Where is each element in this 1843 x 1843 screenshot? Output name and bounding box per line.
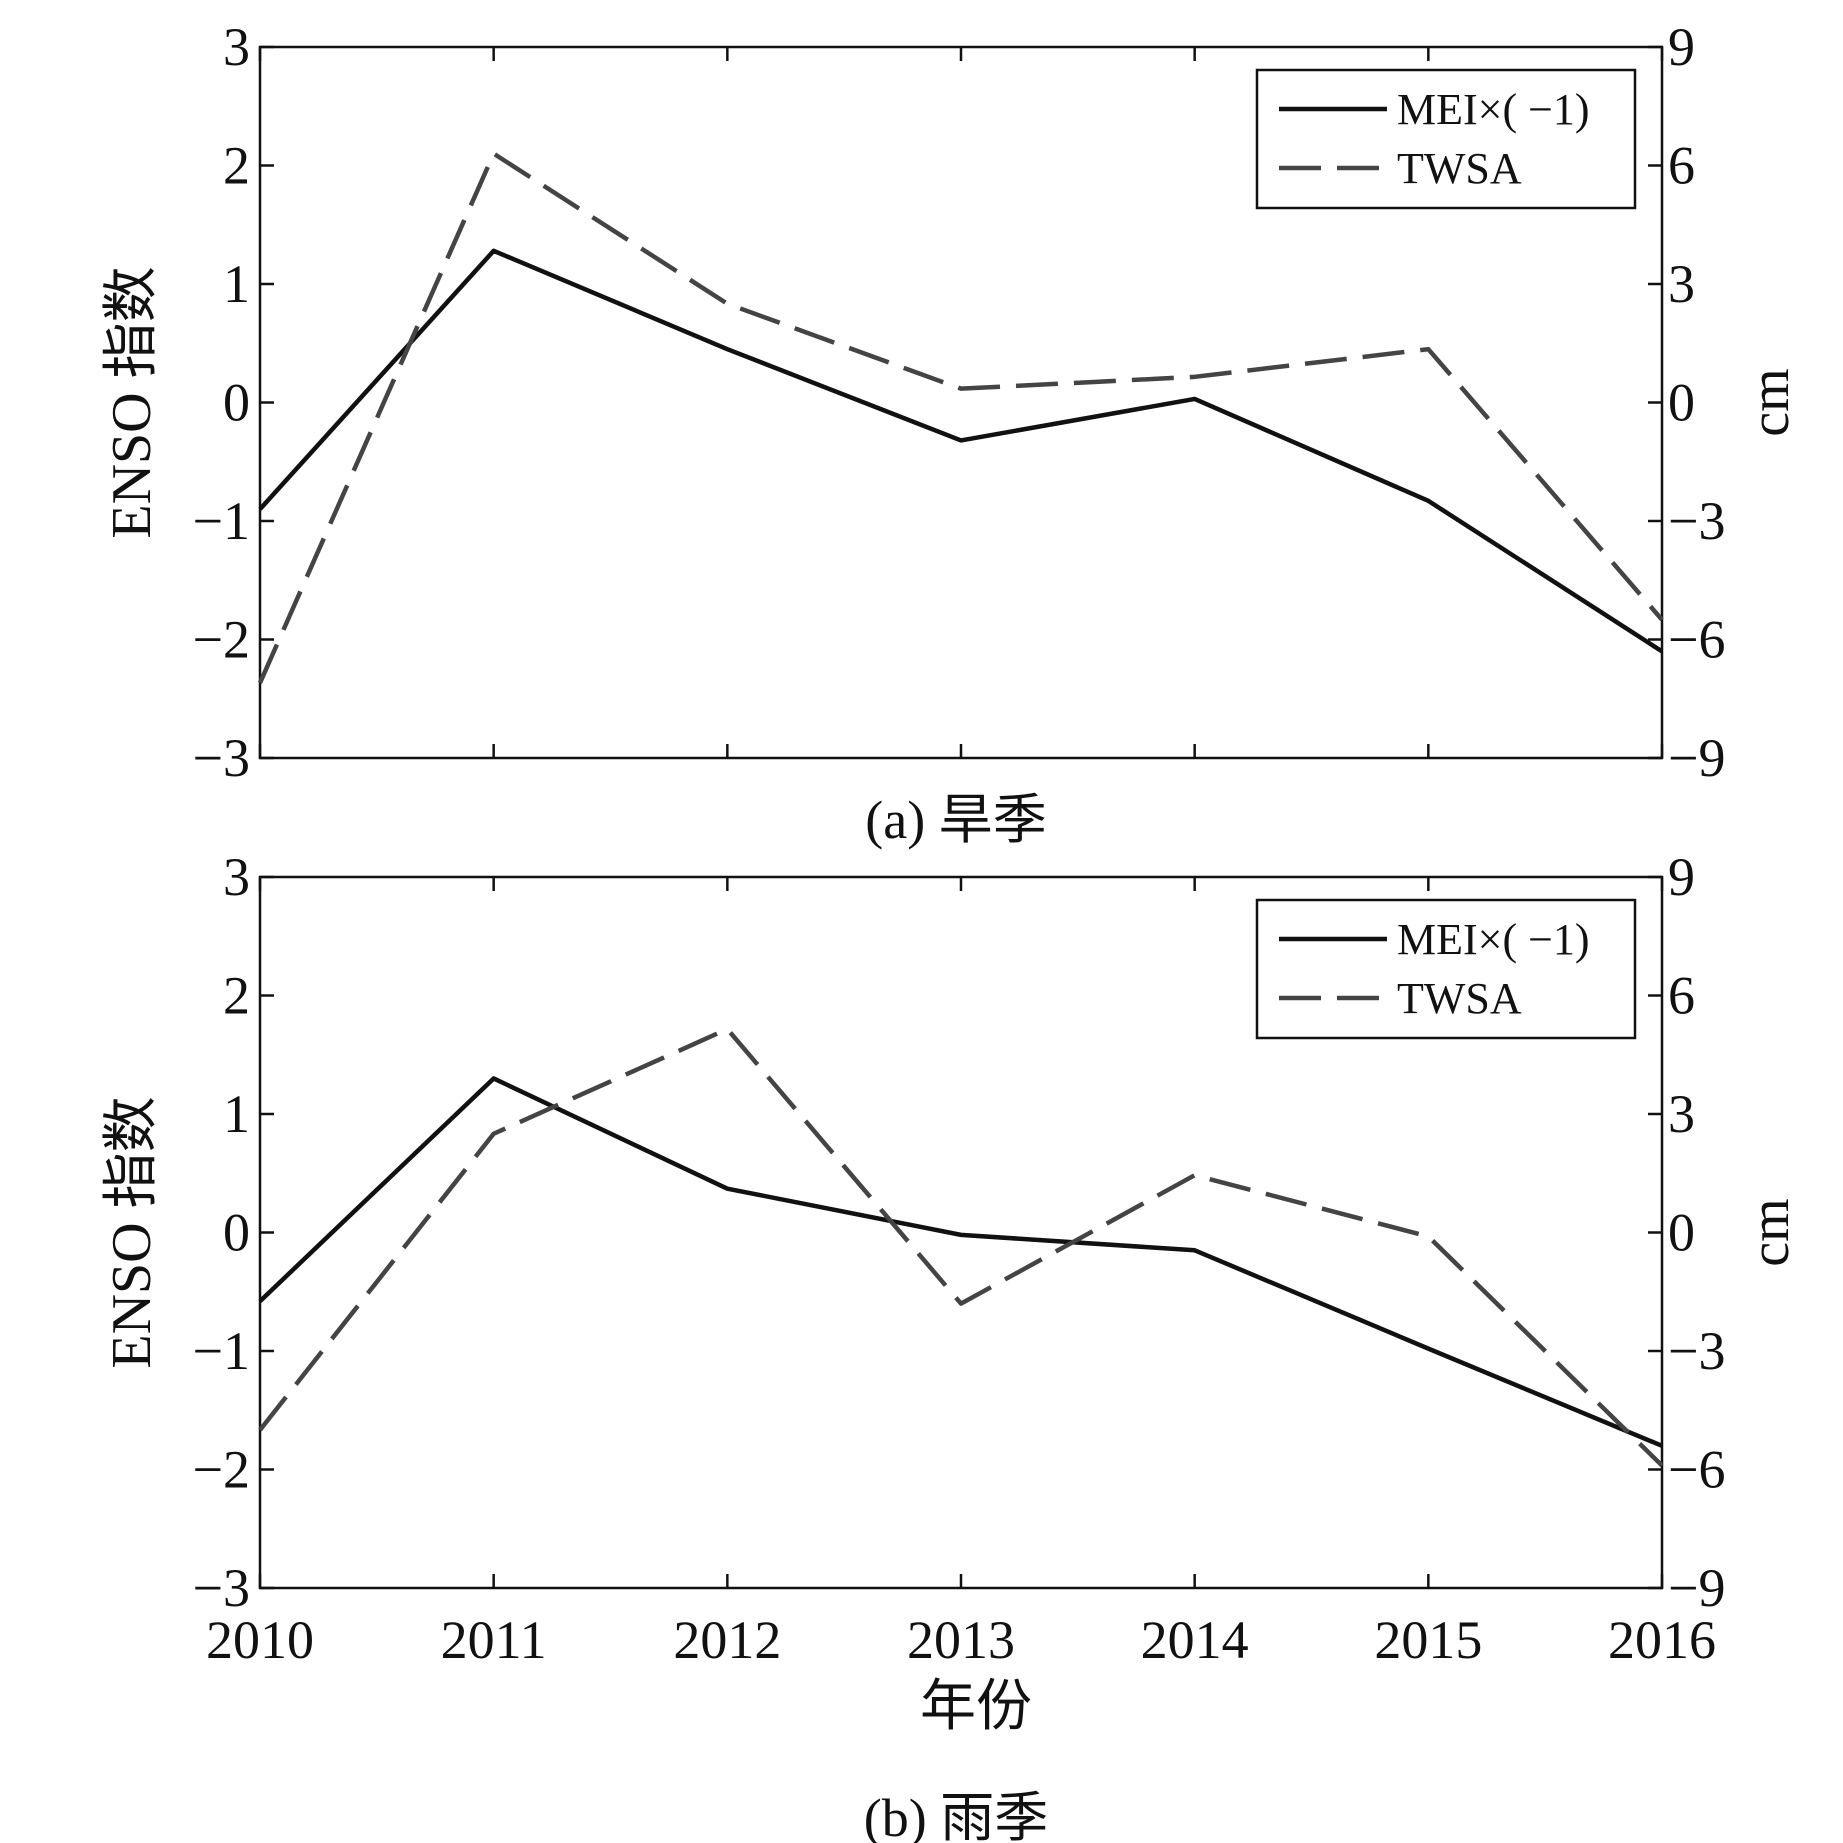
x-tick-label: 2011 (441, 1610, 547, 1670)
mei-data-point (725, 347, 729, 351)
left-y-tick-label: −3 (193, 728, 250, 788)
legend-box (1255, 898, 1637, 1040)
left-y-tick-label: −3 (193, 1558, 250, 1618)
legend-label: TWSA (1397, 974, 1522, 1023)
mei-data-point (1660, 649, 1664, 653)
mei-data-point (258, 507, 262, 511)
right-y-tick-label: 3 (1668, 1084, 1695, 1144)
left-y-tick-label: 0 (223, 373, 250, 433)
twsa-data-point (258, 1428, 262, 1432)
twsa-data-point (1193, 375, 1197, 379)
right-y-tick-label: 6 (1668, 136, 1695, 196)
mei-data-point (1193, 1248, 1197, 1252)
mei-data-point (1426, 1347, 1430, 1351)
twsa-data-point (1426, 1234, 1430, 1238)
left-y-tick-label: −1 (193, 1321, 250, 1381)
right-y-tick-label: −9 (1668, 728, 1725, 788)
right-y-tick-label: −6 (1668, 610, 1725, 670)
left-y-tick-label: 1 (223, 1084, 250, 1144)
left-y-tick-label: −2 (193, 610, 250, 670)
right-y-tick-label: 3 (1668, 254, 1695, 314)
panel-caption: (a) 旱季 (865, 790, 1046, 850)
legend-box (1255, 68, 1637, 210)
x-tick-label: 2012 (673, 1610, 781, 1670)
x-tick-label: 2013 (907, 1610, 1015, 1670)
mei-data-point (1193, 397, 1197, 401)
legend-label: MEI×( −1) (1397, 85, 1590, 134)
mei-data-point (1426, 499, 1430, 503)
twsa-data-point (725, 1027, 729, 1031)
twsa-data-point (258, 681, 262, 685)
twsa-data-point (492, 1132, 496, 1136)
right-y-tick-label: 9 (1668, 847, 1695, 907)
left-y-axis-title: ENSO 指数 (101, 266, 163, 538)
twsa-data-point (1193, 1173, 1197, 1177)
twsa-series-line (258, 1026, 1664, 1468)
mei-data-point (1660, 1444, 1664, 1448)
mei-series-line (258, 248, 1664, 654)
mei-data-point (492, 249, 496, 253)
twsa-data-point (1660, 1464, 1664, 1468)
left-y-tick-label: −2 (193, 1440, 250, 1500)
right-y-axis-title: cm (1739, 1198, 1801, 1266)
left-y-tick-label: 1 (223, 254, 250, 314)
left-y-tick-label: 3 (223, 847, 250, 907)
right-y-tick-label: −9 (1668, 1558, 1725, 1618)
twsa-data-point (959, 1302, 963, 1306)
mei-data-point (725, 1187, 729, 1191)
left-y-tick-label: 3 (223, 17, 250, 77)
mei-data-point (492, 1076, 496, 1080)
legend: MEI×( −1) TWSA (1255, 898, 1637, 1040)
right-y-tick-label: −3 (1668, 1321, 1725, 1381)
legend: MEI×( −1) TWSA (1255, 68, 1637, 210)
left-y-tick-label: 2 (223, 136, 250, 196)
right-y-tick-label: −3 (1668, 491, 1725, 551)
x-tick-label: 2010 (206, 1610, 314, 1670)
panel-caption: (b) 雨季 (864, 1788, 1048, 1843)
left-y-tick-label: 0 (223, 1203, 250, 1263)
right-y-tick-label: 0 (1668, 373, 1695, 433)
twsa-data-point (725, 302, 729, 306)
left-y-tick-label: −1 (193, 491, 250, 551)
twsa-series-line (257, 151, 1664, 684)
x-tick-label: 2014 (1141, 1610, 1249, 1670)
panel-a-dry-season: 3 2 1 0 −1 −2 −3 9 6 3 0 −3 −6 −9 ENSO 指数 cm MEI×( −1) TW… (101, 17, 1801, 850)
legend-label: TWSA (1397, 144, 1522, 193)
right-y-axis-title: cm (1739, 368, 1801, 436)
right-y-tick-label: −6 (1668, 1440, 1725, 1500)
twsa-data-point (959, 387, 963, 391)
x-axis-title: 年份 (920, 1676, 1032, 1738)
right-y-tick-label: 0 (1668, 1203, 1695, 1263)
mei-series-line (258, 1076, 1663, 1448)
mei-data-point (258, 1299, 262, 1303)
twsa-data-point (1660, 618, 1664, 622)
x-tick-label: 2016 (1608, 1610, 1716, 1670)
right-y-tick-label: 9 (1668, 17, 1695, 77)
right-y-tick-label: 6 (1668, 966, 1695, 1026)
left-y-axis-title: ENSO 指数 (101, 1096, 163, 1368)
twsa-data-point (1426, 347, 1430, 351)
x-tick-label: 2015 (1374, 1610, 1482, 1670)
panel-b-rainy-season: 3 2 1 0 −1 −2 −3 9 6 3 0 −3 −6 −9 2010 2011 2012 2013 2014… (101, 847, 1801, 1843)
left-y-tick-label: 2 (223, 966, 250, 1026)
mei-data-point (959, 1233, 963, 1237)
legend-label: MEI×( −1) (1397, 915, 1590, 964)
mei-data-point (959, 438, 963, 442)
twsa-data-point (492, 152, 496, 156)
